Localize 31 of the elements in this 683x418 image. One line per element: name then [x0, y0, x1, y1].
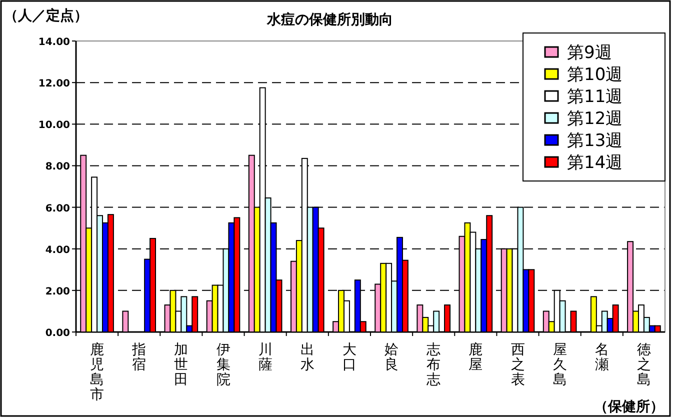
x-tick-label: 大口 [342, 342, 356, 373]
text: （保健所） [594, 399, 664, 415]
y-tick-label: 12.00 [38, 78, 70, 90]
y-axis-title: （人／定点） [4, 7, 88, 24]
x-tick-label: 川薩 [258, 342, 272, 373]
y-tick-label: 8.00 [45, 162, 70, 173]
x-tick-label: 屋久島 [552, 342, 567, 388]
chart-title: 水痘の保健所別動向 [266, 11, 393, 28]
x-tick-label: 志布志 [426, 342, 441, 388]
legend-label: 第9週 [567, 43, 612, 63]
x-tick-label: 名瀬 [594, 342, 609, 373]
y-tick-label: 6.00 [45, 203, 70, 214]
legend-label: 第10週 [567, 65, 623, 85]
legend-label: 第14週 [567, 153, 623, 173]
x-tick-label: 西之表 [510, 342, 525, 388]
legend-label: 第12週 [567, 109, 623, 129]
x-tick-label: 出水 [300, 342, 314, 373]
legend-label: 第13週 [567, 131, 623, 151]
x-tick-label: 指宿 [131, 342, 146, 373]
x-tick-label: 鹿児島市 [90, 342, 104, 403]
x-tick-label: 伊集院 [216, 342, 230, 388]
legend-label: 第11週 [567, 87, 623, 107]
x-tick-label: 徳之島 [636, 342, 651, 388]
y-tick-label: 10.00 [38, 120, 70, 132]
y-tick-label: 2.00 [45, 286, 70, 298]
y-tick-label: 4.00 [45, 244, 70, 256]
x-tick-label: 鹿屋 [468, 342, 483, 373]
x-tick-label: 姶良 [384, 342, 399, 373]
y-tick-label: 0.00 [45, 328, 70, 339]
x-tick-label: 加世田 [174, 342, 188, 388]
y-tick-label: 14.00 [38, 37, 70, 48]
